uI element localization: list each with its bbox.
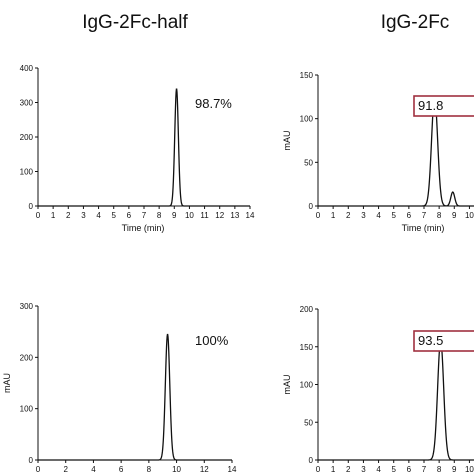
panel-2-xtick-label-0: 0 bbox=[316, 211, 321, 220]
panel-1-ytick-label-1: 100 bbox=[20, 168, 34, 177]
panel-3-purity-annotation: 100% bbox=[195, 333, 229, 348]
panel-3-ytick-label-1: 100 bbox=[20, 405, 34, 414]
panel-2-xtick-label-5: 5 bbox=[391, 211, 396, 220]
panel-1-chromatogram-trace bbox=[38, 88, 250, 207]
panel-4-purity-annotation: 93.5 bbox=[418, 333, 443, 348]
panel-3-xtick-label-6: 12 bbox=[200, 465, 209, 474]
panel-2-ytick-label-1: 50 bbox=[304, 158, 313, 167]
panel-4-xtick-label-9: 9 bbox=[452, 465, 457, 474]
panel-3-ytick-label-2: 200 bbox=[20, 353, 34, 362]
panel-3-xtick-label-1: 2 bbox=[63, 465, 68, 474]
panel-4-ytick-label-2: 100 bbox=[300, 381, 314, 390]
panel-4-ytick-label-4: 200 bbox=[300, 305, 314, 314]
panel-1-xtick-label-6: 6 bbox=[127, 211, 132, 220]
panel-2-xtick-label-4: 4 bbox=[376, 211, 381, 220]
panel-4-ytick-label-3: 150 bbox=[300, 343, 314, 352]
panel-2-xtick-label-6: 6 bbox=[407, 211, 412, 220]
column-title-right: IgG-2Fc bbox=[381, 12, 450, 33]
panel-1-xtick-label-12: 12 bbox=[215, 211, 224, 220]
panel-3-xtick-label-4: 8 bbox=[147, 465, 152, 474]
panel-1-xtick-label-1: 1 bbox=[51, 211, 56, 220]
panel-1-xtick-label-14: 14 bbox=[246, 211, 255, 220]
panel-1-purity-annotation: 98.7% bbox=[195, 96, 232, 111]
panel-4-xtick-label-0: 0 bbox=[316, 465, 321, 474]
panel-1-xtick-label-5: 5 bbox=[111, 211, 116, 220]
panel-4-annotation-box bbox=[413, 330, 474, 352]
panel-1-xtick-label-9: 9 bbox=[172, 211, 177, 220]
panel-3-xtick-label-0: 0 bbox=[36, 465, 41, 474]
panel-2-purity-annotation: 91.8 bbox=[418, 98, 443, 113]
panel-1-ytick-label-3: 300 bbox=[20, 99, 34, 108]
panel-1-xtick-label-3: 3 bbox=[81, 211, 86, 220]
panel-4-xtick-label-10: 10 bbox=[465, 465, 474, 474]
panel-2-ytick-label-3: 150 bbox=[300, 71, 314, 80]
panel-1-xtick-label-4: 4 bbox=[96, 211, 101, 220]
panel-1-xtick-label-8: 8 bbox=[157, 211, 162, 220]
panel-2-xtick-label-8: 8 bbox=[437, 211, 442, 220]
panel-3-xtick-label-5: 10 bbox=[172, 465, 181, 474]
panel-2-xtick-label-3: 3 bbox=[361, 211, 366, 220]
panel-4-xtick-label-7: 7 bbox=[422, 465, 427, 474]
panel-2-xtick-label-10: 10 bbox=[465, 211, 474, 220]
panel-1-xtick-label-11: 11 bbox=[200, 211, 209, 220]
panel-2-xtick-label-1: 1 bbox=[331, 211, 336, 220]
panel-1-xtick-label-10: 10 bbox=[185, 211, 194, 220]
column-title-left: IgG-2Fc-half bbox=[82, 12, 188, 33]
panel-4-ytick-label-0: 0 bbox=[309, 456, 314, 465]
panel-2-ytick-label-2: 100 bbox=[300, 115, 314, 124]
panel-2-xtick-label-2: 2 bbox=[346, 211, 351, 220]
panel-3-chromatogram-trace bbox=[38, 333, 232, 461]
panel-3-ytick-label-0: 0 bbox=[29, 456, 34, 465]
panel-3-xtick-label-3: 6 bbox=[119, 465, 124, 474]
panel-2-ytick-label-0: 0 bbox=[309, 202, 314, 211]
panel-1-ytick-label-4: 400 bbox=[20, 64, 34, 73]
panel-2-x-axis-label: Time (min) bbox=[402, 223, 445, 233]
panel-2-xtick-label-7: 7 bbox=[422, 211, 427, 220]
panel-4-xtick-label-1: 1 bbox=[331, 465, 336, 474]
panel-3-xtick-label-7: 14 bbox=[228, 465, 237, 474]
panel-1-xtick-label-13: 13 bbox=[230, 211, 239, 220]
panel-4-xtick-label-3: 3 bbox=[361, 465, 366, 474]
panel-4-y-axis-label: mAU bbox=[282, 375, 292, 395]
panel-3-xtick-label-2: 4 bbox=[91, 465, 96, 474]
panel-4-ytick-label-1: 50 bbox=[304, 418, 313, 427]
panel-1-ytick-label-0: 0 bbox=[29, 202, 34, 211]
panel-4-chromatogram-trace bbox=[318, 339, 474, 461]
panel-2-xtick-label-9: 9 bbox=[452, 211, 457, 220]
panel-4-xtick-label-5: 5 bbox=[391, 465, 396, 474]
panel-4-xtick-label-4: 4 bbox=[376, 465, 381, 474]
panel-1-xtick-label-0: 0 bbox=[36, 211, 41, 220]
panel-2-chromatogram-trace bbox=[318, 95, 474, 207]
panel-1-x-axis-label: Time (min) bbox=[122, 223, 165, 233]
panel-4-xtick-label-2: 2 bbox=[346, 465, 351, 474]
panel-3-y-axis-label: mAU bbox=[2, 373, 12, 393]
panel-2-annotation-box bbox=[413, 95, 474, 117]
panel-4-xtick-label-8: 8 bbox=[437, 465, 442, 474]
panel-1-ytick-label-2: 200 bbox=[20, 133, 34, 142]
panel-1-xtick-label-7: 7 bbox=[142, 211, 147, 220]
panel-4-xtick-label-6: 6 bbox=[407, 465, 412, 474]
panel-1-xtick-label-2: 2 bbox=[66, 211, 71, 220]
panel-2-y-axis-label: mAU bbox=[282, 131, 292, 151]
panel-3-ytick-label-3: 300 bbox=[20, 302, 34, 311]
